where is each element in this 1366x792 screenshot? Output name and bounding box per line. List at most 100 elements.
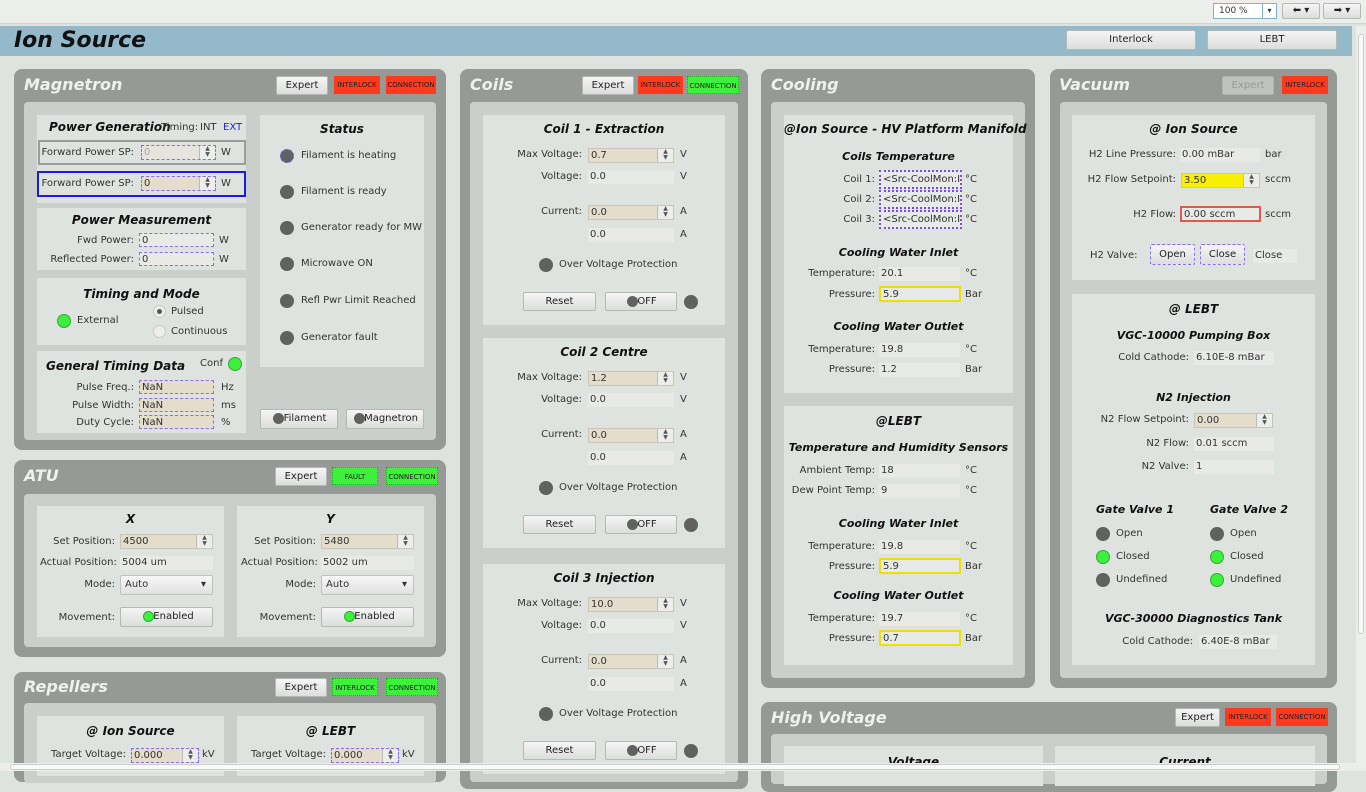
atu-x-title: X <box>125 512 136 526</box>
coil2-off-button[interactable]: OFF <box>605 515 677 534</box>
spinner-icon[interactable]: ▲ ▼ <box>397 535 413 548</box>
timing-int[interactable]: INT <box>200 122 217 133</box>
pulsed-label[interactable]: Pulsed <box>171 306 204 317</box>
coil2-current-input[interactable]: 0.0 ▲ ▼ <box>588 428 674 443</box>
timing-ext[interactable]: EXT <box>223 122 243 133</box>
spinner-icon[interactable]: ▲ ▼ <box>196 535 212 548</box>
spinner-icon[interactable]: ▲ ▼ <box>657 149 673 162</box>
pulse-width-value: NaN <box>139 398 214 412</box>
magnetron-connection-badge: CONNECTION <box>386 76 436 94</box>
repellers-lebt-input[interactable]: 0.000 ▲ ▼ <box>331 748 399 763</box>
repellers-ion-source-input[interactable]: 0.000 ▲ ▼ <box>131 748 199 763</box>
reflected-power-value: 0 <box>139 252 214 266</box>
repellers-ion-source-title: @ Ion Source <box>86 724 175 738</box>
spinner-icon[interactable]: ▲ ▼ <box>1256 414 1272 427</box>
spinner-icon[interactable]: ▲ ▼ <box>657 206 673 219</box>
h2-flow-setpoint-value: 3.50 <box>1184 175 1207 186</box>
filament-button[interactable]: Filament <box>260 409 338 429</box>
coil3-ovp-led <box>539 707 553 721</box>
coils-connection-badge: CONNECTION <box>687 76 739 94</box>
filament-button-label: Filament <box>283 413 327 424</box>
chevron-down-icon[interactable]: ▾ <box>1262 4 1276 18</box>
coil1-max-voltage-input[interactable]: 0.7 ▲ ▼ <box>588 148 674 163</box>
spinner-icon[interactable]: ▲ ▼ <box>1243 174 1259 187</box>
spinner-icon[interactable]: ▲ ▼ <box>182 749 198 762</box>
coil1-off-label: OFF <box>637 296 657 307</box>
coil2-section <box>483 338 725 548</box>
pulsed-radio[interactable] <box>153 305 166 318</box>
coil3-current-input[interactable]: 0.0 ▲ ▼ <box>588 654 674 669</box>
repellers-expert-button[interactable]: Expert <box>275 678 327 697</box>
atu-x-actual-label: Actual Position: <box>40 557 117 568</box>
back-button[interactable]: ⬅ ▾ <box>1282 3 1320 19</box>
spinner-icon: ▲ ▼ <box>199 146 215 159</box>
gate-valve-2-undefined-label: Undefined <box>1230 574 1282 585</box>
atu-y-set-input[interactable]: 5480 ▲ ▼ <box>321 534 414 549</box>
coil1-current-input[interactable]: 0.0 ▲ ▼ <box>588 205 674 220</box>
spinner-icon[interactable]: ▲ ▼ <box>382 749 398 762</box>
cold-cathode-1-value: 6.10E-8 mBar <box>1194 351 1274 365</box>
continuous-label[interactable]: Continuous <box>171 326 228 337</box>
coil3-max-voltage-input[interactable]: 10.0 ▲ ▼ <box>588 597 674 612</box>
coil3-off-button[interactable]: OFF <box>605 741 677 760</box>
hv-inlet-press-unit: Bar <box>965 289 983 300</box>
vgc30000-title: VGC-30000 Diagnostics Tank <box>1104 612 1283 625</box>
coil3-reset-button[interactable]: Reset <box>523 741 596 760</box>
coil1-section <box>483 115 725 325</box>
high-voltage-expert-button[interactable]: Expert <box>1175 708 1220 727</box>
horizontal-scrollbar-track[interactable] <box>0 763 1366 771</box>
vertical-scrollbar[interactable] <box>1356 26 1366 763</box>
atu-y-mode-select[interactable]: Auto ▾ <box>321 575 414 595</box>
zoom-value: 100 % <box>1219 6 1248 16</box>
gate-valve-2-title: Gate Valve 2 <box>1210 503 1288 516</box>
magnetron-expert-button[interactable]: Expert <box>276 76 328 95</box>
coil2-max-voltage-input[interactable]: 1.2 ▲ ▼ <box>588 371 674 386</box>
h2-flow-setpoint-input[interactable]: 3.50 ▲ ▼ <box>1181 173 1260 188</box>
zoom-combo[interactable]: 100 % ▾ <box>1213 3 1277 19</box>
h2-valve-close-button[interactable]: Close <box>1200 244 1245 265</box>
continuous-radio[interactable] <box>153 325 166 338</box>
ambient-temp-label: Ambient Temp: <box>799 465 875 476</box>
coils-expert-button[interactable]: Expert <box>582 76 634 95</box>
status-generator-fault: Generator fault <box>301 332 378 343</box>
hv-inlet-press-value: 5.9 <box>879 286 961 302</box>
magnetron-title: Magnetron <box>24 75 123 94</box>
interlock-nav-button[interactable]: Interlock <box>1066 30 1196 50</box>
coil3-voltage-value: 0.0 <box>588 619 674 633</box>
coil2-title: Coil 2 Centre <box>560 345 648 359</box>
conf-label: Conf <box>200 358 223 369</box>
fwd-power-unit: W <box>219 235 229 246</box>
spinner-icon[interactable]: ▲ ▼ <box>657 372 673 385</box>
atu-y-movement-button[interactable]: Enabled <box>321 607 414 627</box>
h2-flow-value: 0.00 sccm <box>1180 206 1261 222</box>
spinner-icon[interactable]: ▲ ▼ <box>199 177 215 190</box>
magnetron-led <box>354 413 365 424</box>
lebt-nav-button[interactable]: LEBT <box>1207 30 1337 50</box>
coil3-voltage-unit: V <box>680 620 687 631</box>
forward-power-sp-input-2[interactable]: 0 ▲ ▼ <box>141 176 216 191</box>
spinner-icon[interactable]: ▲ ▼ <box>657 598 673 611</box>
status-title: Status <box>320 122 364 136</box>
forward-button[interactable]: ➡ ▾ <box>1323 3 1361 19</box>
atu-x-set-input[interactable]: 4500 ▲ ▼ <box>120 534 213 549</box>
coil1-voltage-label: Voltage: <box>541 171 582 182</box>
vacuum-expert-button[interactable]: Expert <box>1222 76 1274 95</box>
h2-valve-open-button[interactable]: Open <box>1150 244 1195 265</box>
n2-flow-setpoint-input[interactable]: 0.00 ▲ ▼ <box>1194 413 1273 428</box>
magnetron-button[interactable]: Magnetron <box>346 409 424 429</box>
atu-x-movement-label-text: Enabled <box>153 611 194 622</box>
spinner-icon[interactable]: ▲ ▼ <box>657 429 673 442</box>
magnetron-button-label: Magnetron <box>364 413 418 424</box>
atu-x-movement-button[interactable]: Enabled <box>120 607 213 627</box>
spinner-icon[interactable]: ▲ ▼ <box>657 655 673 668</box>
gate-valve-1-closed-label: Closed <box>1116 551 1150 562</box>
forward-power-unit-2: W <box>221 178 231 189</box>
atu-expert-button[interactable]: Expert <box>275 467 327 486</box>
coil2-reset-button[interactable]: Reset <box>523 515 596 534</box>
coil2-max-voltage-value: 1.2 <box>591 373 607 384</box>
coil2-voltage-label: Voltage: <box>541 394 582 405</box>
status-led-filament-ready <box>280 185 294 199</box>
atu-x-mode-select[interactable]: Auto ▾ <box>120 575 213 595</box>
coil1-reset-button[interactable]: Reset <box>523 292 596 311</box>
coil1-off-button[interactable]: OFF <box>605 292 677 311</box>
